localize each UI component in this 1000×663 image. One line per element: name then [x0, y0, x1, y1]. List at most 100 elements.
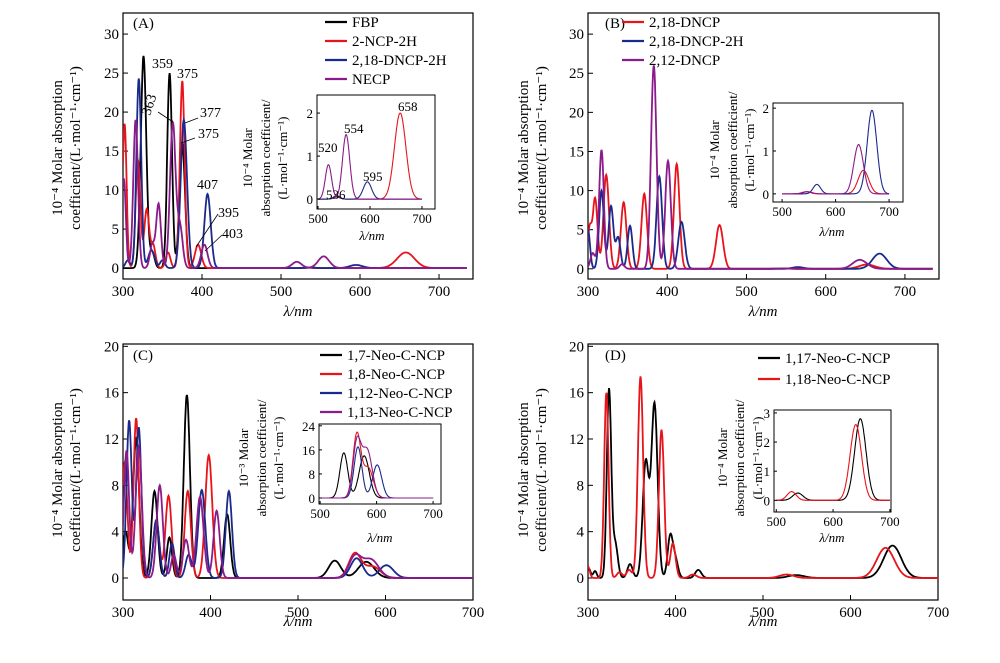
legend-label: 1,8-Neo-C-NCP	[347, 367, 445, 383]
series-line-1-13-neo-c-ncp	[123, 444, 473, 579]
panel-label: (A)	[133, 16, 154, 32]
peak-annotation: 395	[218, 206, 239, 221]
y-axis-label: 10⁻⁴ Molar absorption	[516, 80, 532, 216]
panel-label: (C)	[133, 348, 153, 364]
series-line-1-18-neo-c-ncp	[776, 424, 890, 501]
inset-peak-annotation: 520	[318, 140, 338, 155]
y-tick-label: 0	[112, 571, 120, 587]
y-tick-label: 20	[104, 339, 119, 355]
legend-label: 1,13-Neo-C-NCP	[347, 405, 452, 421]
annotation-leader-line	[195, 213, 219, 248]
inset-frame	[773, 409, 892, 513]
x-tick-label: 700	[880, 514, 900, 529]
annotation-leader-line	[180, 137, 196, 144]
x-tick-label: 500	[308, 211, 328, 226]
plot-frame	[587, 12, 940, 280]
legend-label: 1,17-Neo-C-NCP	[785, 351, 890, 367]
inset-peak-annotation: 554	[344, 121, 364, 136]
inset-x-axis-label: λ/nm	[818, 530, 844, 545]
x-axis-label: λ/nm	[748, 304, 778, 320]
inset-y-axis-label: 10⁻³ Molar	[236, 428, 251, 487]
x-tick-label: 300	[577, 605, 600, 621]
y-axis-label: 10⁻⁴ Molar absorption	[50, 402, 66, 538]
legend-label: FBP	[352, 15, 379, 31]
annotation-leader-line	[204, 234, 223, 252]
inset-y-axis-label: absorption coefficient/	[725, 91, 740, 208]
legend-label: NECP	[352, 72, 390, 88]
inset-chart: 500 600 700 0 8 16 24 λ/nm 10⁻³ Molar absorption …	[236, 399, 443, 545]
y-tick-label: 1	[764, 464, 771, 479]
y-tick-label: 8	[577, 478, 585, 494]
inset-x-axis-label: λ/nm	[818, 224, 844, 239]
annotation-leader-line	[157, 111, 174, 123]
y-tick-label: 15	[569, 144, 584, 160]
x-tick-label: 500	[767, 514, 787, 529]
y-tick-label: 0	[112, 261, 120, 277]
inset-chart: 500 600 700 0 1 2 λ/nm 10⁻⁴ Molar absorption coe…	[707, 91, 904, 239]
x-tick-label: 300	[112, 605, 135, 621]
inset-chart: 500 600 700 0 1 2 3 λ/nm 10⁻⁴ Molar absorption co…	[715, 399, 900, 545]
x-tick-label: 700	[927, 605, 950, 621]
peak-annotation: 377	[200, 106, 221, 121]
inset-frame	[772, 102, 904, 203]
legend: 1,17-Neo-C-NCP 1,18-Neo-C-NCP	[758, 351, 890, 388]
inset-frame	[316, 94, 436, 210]
x-axis-label: λ/nm	[748, 614, 778, 630]
inset-y-axis-label: 10⁻⁴ Molar	[240, 128, 255, 188]
y-tick-label: 12	[569, 432, 584, 448]
y-axis-label: coefficient/(L·mol⁻¹·cm⁻¹)	[534, 66, 550, 230]
y-axis-label: 10⁻⁴ Molar absorption	[516, 402, 532, 538]
y-tick-label: 0	[764, 493, 771, 508]
peak-annotation: 359	[152, 57, 173, 72]
inset-peak-annotation: 658	[398, 99, 418, 114]
y-tick-label: 4	[112, 525, 120, 541]
inset-peak-annotation: 595	[363, 169, 383, 184]
x-tick-label: 500	[287, 605, 310, 621]
y-tick-label: 2	[307, 106, 314, 121]
y-tick-label: 2	[764, 435, 771, 450]
peak-annotation: 403	[222, 227, 243, 242]
legend: 2,18-DNCP 2,18-DNCP-2H 2,12-DNCP	[622, 15, 744, 69]
y-tick-label: 10	[104, 183, 119, 199]
legend-label: 2-NCP-2H	[352, 34, 417, 50]
legend-label: 2,12-DNCP	[649, 53, 720, 69]
series-line-necp	[123, 119, 467, 269]
y-axis-label: coefficient/(L·mol⁻¹·cm⁻¹)	[534, 388, 550, 552]
y-tick-label: 0	[309, 491, 316, 506]
y-tick-label: 10	[569, 184, 584, 200]
peak-annotation: 363	[140, 93, 161, 118]
x-tick-label: 600	[823, 514, 843, 529]
inset-y-axis-label: 10⁻⁴ Molar	[715, 428, 730, 488]
panel-label: (D)	[605, 348, 626, 364]
peak-annotation: 375	[198, 127, 219, 142]
y-tick-label: 25	[569, 66, 584, 82]
x-axis-label: λ/nm	[283, 614, 313, 630]
x-tick-label: 700	[423, 506, 443, 521]
y-tick-label: 2	[763, 101, 770, 116]
y-tick-label: 16	[569, 386, 585, 402]
legend-label: 2,18-DNCP-2H	[649, 34, 744, 50]
x-tick-label: 700	[462, 605, 485, 621]
x-tick-label: 500	[772, 204, 792, 219]
x-tick-label: 600	[360, 211, 380, 226]
plot-frame	[587, 343, 939, 601]
y-tick-label: 20	[569, 105, 584, 121]
inset-y-axis-label: (L·mol⁻¹·cm⁻¹)	[275, 117, 290, 200]
inset-x-axis-label: λ/nm	[358, 228, 384, 243]
y-tick-label: 0	[577, 571, 585, 587]
inset-y-axis-label: (L·mol⁻¹·cm⁻¹)	[271, 417, 286, 500]
series-line-2-12-dncp	[588, 65, 933, 270]
x-tick-label: 700	[412, 211, 432, 226]
y-tick-label: 8	[112, 478, 120, 494]
series-line-necp	[317, 134, 422, 200]
x-tick-label: 600	[374, 605, 397, 621]
y-tick-label: 30	[569, 27, 584, 43]
legend-label: 1,12-Neo-C-NCP	[347, 386, 452, 402]
series-line-1-18-neo-c-ncp	[588, 376, 938, 579]
x-tick-label: 600	[826, 204, 846, 219]
series-line-1-13-neo-c-ncp	[320, 435, 434, 499]
y-axis-label: coefficient/(L·mol⁻¹·cm⁻¹)	[68, 66, 84, 230]
